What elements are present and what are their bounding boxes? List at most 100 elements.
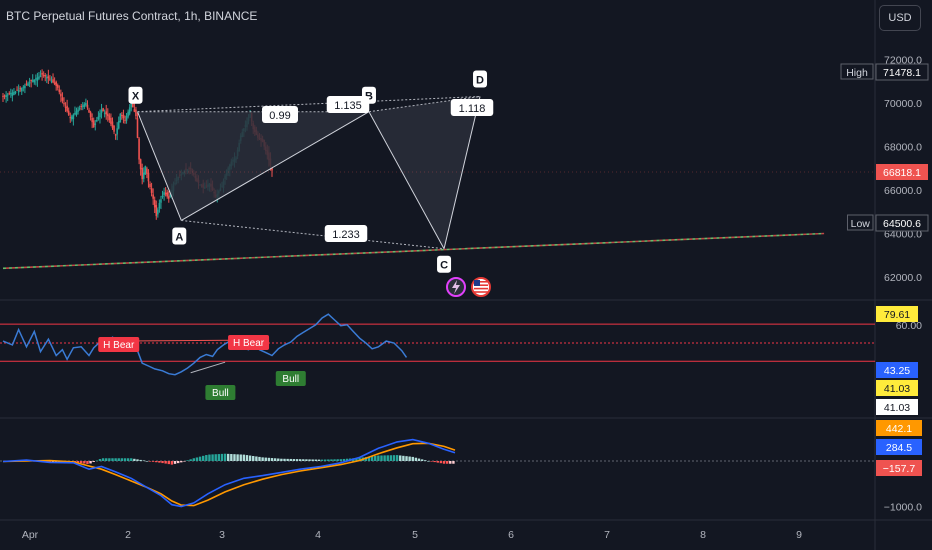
- macd-hist-bar: [142, 460, 145, 462]
- macd-value-label: 442.1: [886, 423, 912, 435]
- price-label: 64500.6: [883, 218, 921, 230]
- macd-hist-bar: [380, 455, 383, 461]
- rsi-value-label: 79.61: [884, 309, 910, 321]
- macd-hist-bar: [98, 459, 102, 461]
- candle-body: [31, 80, 34, 82]
- macd-hist-bar: [345, 458, 349, 461]
- macd-line: [2, 438, 456, 508]
- macd-hist-bar: [139, 459, 142, 461]
- pattern-point-badge: [172, 227, 187, 245]
- candle-body: [69, 117, 72, 119]
- currency-button[interactable]: USD: [879, 5, 921, 31]
- candle-body: [39, 75, 42, 77]
- macd-hist-bar: [399, 455, 402, 461]
- macd-hist-bar: [245, 455, 249, 461]
- candle-body: [2, 95, 4, 97]
- macd-hist-bar: [114, 458, 117, 461]
- macd-hist-bar: [145, 461, 149, 462]
- time-tick-label: 2: [125, 529, 131, 541]
- macd-hist-bar: [242, 454, 246, 461]
- rsi-value-bg: [876, 362, 918, 378]
- candle-body: [169, 194, 172, 197]
- macd-hist-bar: [89, 461, 92, 464]
- price-tag-bg: [847, 214, 874, 231]
- candle-body: [128, 107, 131, 114]
- candle-body: [45, 77, 48, 79]
- macd-value-label: 284.5: [886, 442, 912, 454]
- candle-body: [160, 199, 162, 203]
- candle-body: [111, 121, 114, 128]
- rsi-line: [2, 313, 408, 376]
- macd-hist-bar: [342, 458, 346, 461]
- price-label: 71478.1: [883, 67, 921, 79]
- macd-value-label: −157.7: [883, 463, 916, 475]
- macd-hist-bar: [330, 459, 333, 461]
- macd-hist-bar: [80, 461, 83, 464]
- macd-hist-bar: [195, 457, 199, 461]
- rsi-tag-bull: Bull: [282, 374, 299, 385]
- candle-body: [14, 91, 17, 94]
- macd-hist-bar: [236, 454, 239, 461]
- pattern-line-ab: [181, 111, 370, 221]
- pattern-point-d: D: [476, 74, 484, 86]
- candle-body: [71, 116, 73, 120]
- candle-body: [132, 103, 134, 108]
- candle-body: [271, 167, 273, 171]
- macd-hist-bar: [76, 461, 80, 463]
- price-label-bg: [876, 164, 928, 180]
- rsi-divergence-line-bull: [190, 361, 226, 374]
- candle-body: [149, 183, 151, 188]
- macd-hist-bar: [170, 461, 174, 465]
- time-tick-label: 7: [604, 529, 610, 541]
- rsi-tag-bg: [98, 337, 140, 352]
- macd-hist-bar: [270, 458, 274, 461]
- rsi-tag-bg: [205, 385, 236, 400]
- candle-body: [8, 93, 11, 95]
- macd-signal-line: [2, 442, 456, 507]
- time-tick-label: 3: [219, 529, 225, 541]
- pattern-point-badge: [473, 70, 488, 88]
- macd-hist-bar: [220, 453, 224, 461]
- macd-hist-bar: [327, 459, 330, 461]
- macd-hist-bar: [261, 457, 264, 461]
- chart-title: BTC Perpetual Futures Contract, 1h, BINA…: [6, 9, 258, 23]
- candle-body: [17, 89, 20, 93]
- macd-hist-bar: [164, 461, 167, 464]
- macd-hist-bar: [442, 461, 446, 464]
- macd-hist-bar: [317, 459, 321, 461]
- macd-value-bg: [876, 420, 922, 436]
- macd-hist-bar: [439, 461, 443, 464]
- moving-average-line-alt: [2, 232, 825, 270]
- macd-hist-bar: [436, 461, 439, 463]
- macd-hist-bar: [267, 457, 271, 461]
- candle-body: [49, 78, 51, 80]
- candle-body: [56, 84, 59, 88]
- macd-hist-bar: [302, 459, 305, 461]
- macd-hist-bar: [230, 454, 233, 461]
- candle-body: [50, 80, 53, 82]
- time-tick-label: 9: [796, 529, 802, 541]
- lightning-glyph: [452, 280, 460, 294]
- macd-hist-bar: [111, 458, 114, 461]
- candle-body: [30, 80, 32, 82]
- price-label-bg: [875, 214, 929, 232]
- macd-hist-bar: [211, 454, 214, 461]
- candle-body: [38, 76, 40, 79]
- time-tick-label: 8: [700, 529, 706, 541]
- candle-body: [53, 82, 56, 85]
- candle-body: [74, 113, 76, 115]
- macd-hist-bar: [433, 461, 436, 463]
- macd-hist-bar: [445, 461, 449, 464]
- candle-body: [119, 113, 122, 123]
- rsi-value-bg: [876, 380, 918, 396]
- macd-hist-bar: [392, 455, 396, 461]
- macd-hist-bar: [252, 455, 255, 461]
- candle-body: [127, 111, 129, 117]
- rsi-value-label: 41.03: [884, 402, 910, 414]
- candle-body: [28, 82, 31, 84]
- macd-hist-bar: [283, 458, 286, 461]
- macd-hist-bar: [92, 461, 95, 462]
- candle-body: [106, 113, 109, 117]
